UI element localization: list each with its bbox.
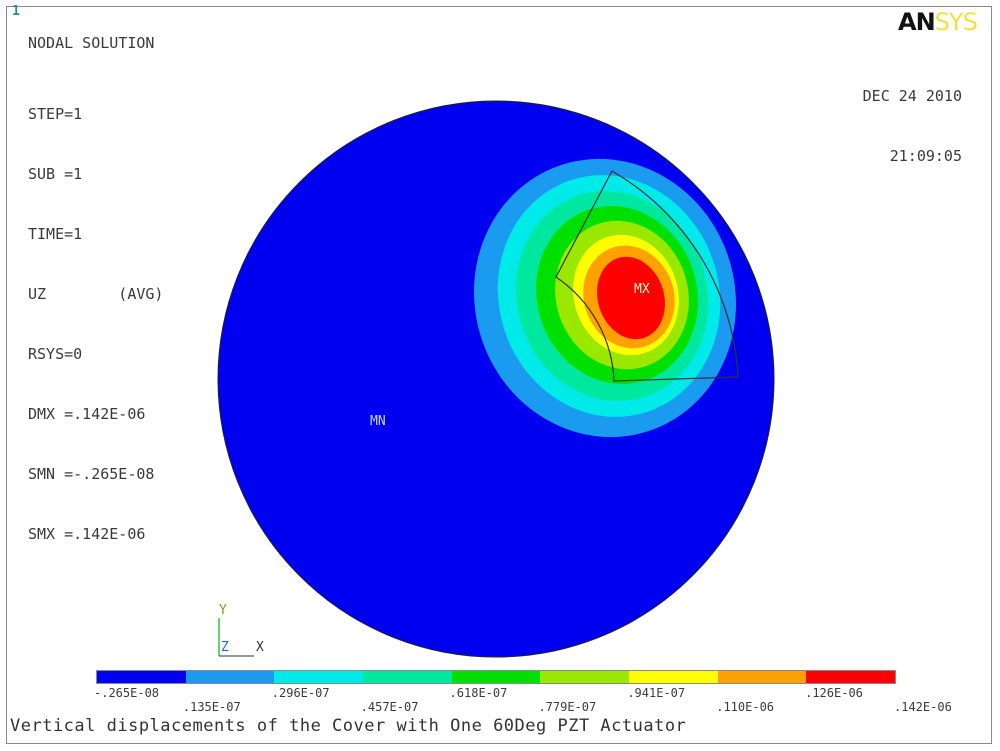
color-legend-bar — [96, 670, 896, 684]
window-number: 1 — [12, 4, 20, 19]
triad-x-label: X — [256, 640, 264, 655]
legend-label: .110E-06 — [716, 700, 775, 714]
legend-label: .779E-07 — [538, 700, 597, 714]
plot-title: NODAL SOLUTION — [28, 34, 155, 52]
legend-label: .142E-06 — [894, 700, 952, 714]
info-line: STEP=1 — [28, 105, 83, 123]
legend-label: -.265E-08 — [94, 686, 160, 700]
logo-text-sys: SYS — [934, 8, 978, 36]
plot-date: DEC 24 2010 — [862, 87, 962, 105]
info-line: RSYS=0 — [28, 345, 83, 363]
legend-swatch — [363, 671, 452, 683]
info-line: TIME=1 — [28, 225, 83, 243]
max-marker: MX — [634, 282, 650, 297]
legend-swatch — [97, 671, 186, 683]
min-marker: MN — [370, 414, 386, 429]
plot-time: 21:09:05 — [889, 147, 962, 165]
triad-z-label: Z — [221, 640, 229, 655]
legend-swatch — [274, 671, 364, 683]
info-line: SUB =1 — [28, 165, 83, 183]
info-line: SMX =.142E-06 — [28, 525, 146, 543]
contour-band-9 — [597, 256, 665, 340]
info-line: SMN =-.265E-08 — [28, 465, 155, 483]
legend-swatch — [629, 671, 718, 683]
pzt-actuator-outline — [555, 170, 739, 382]
logo-text-an: AN — [898, 8, 936, 36]
triad-y-label: Y — [219, 603, 227, 618]
legend-swatch — [717, 671, 807, 683]
legend-label: .135E-07 — [182, 700, 241, 714]
contour-bands — [474, 158, 736, 438]
legend-label: .126E-06 — [805, 686, 863, 700]
legend-label: .457E-07 — [360, 700, 419, 714]
legend-label: .618E-07 — [449, 686, 508, 700]
legend-label: .296E-07 — [271, 686, 330, 700]
solution-info: STEP=1 SUB =1 TIME=1 UZ (AVG) RSYS=0 DMX… — [28, 64, 163, 584]
legend-swatch — [451, 671, 541, 683]
ansys-logo: ANSYS — [898, 8, 978, 36]
legend-swatch — [806, 671, 896, 683]
plot-datetime: DEC 24 2010 21:09:05 — [863, 46, 962, 206]
legend-swatch — [185, 671, 275, 683]
axis-triad: Y Z X — [218, 603, 264, 657]
plot-caption: Vertical displacements of the Cover with… — [10, 716, 687, 736]
info-line: UZ (AVG) — [28, 285, 164, 303]
legend-label: .941E-07 — [627, 686, 686, 700]
info-line: DMX =.142E-06 — [28, 405, 146, 423]
plot-border — [6, 6, 992, 744]
legend-swatch — [540, 671, 630, 683]
